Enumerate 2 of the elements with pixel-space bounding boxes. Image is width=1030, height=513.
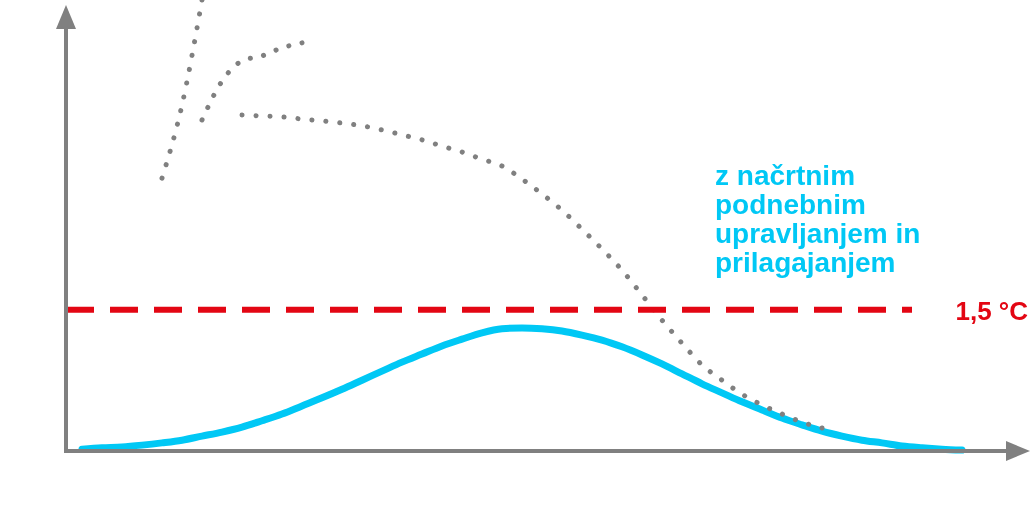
text: z načrtnim podnebnim upravljanjem in prilagajanjem <box>715 160 921 278</box>
ref-line-label: 1,5 °C <box>955 295 1029 326</box>
